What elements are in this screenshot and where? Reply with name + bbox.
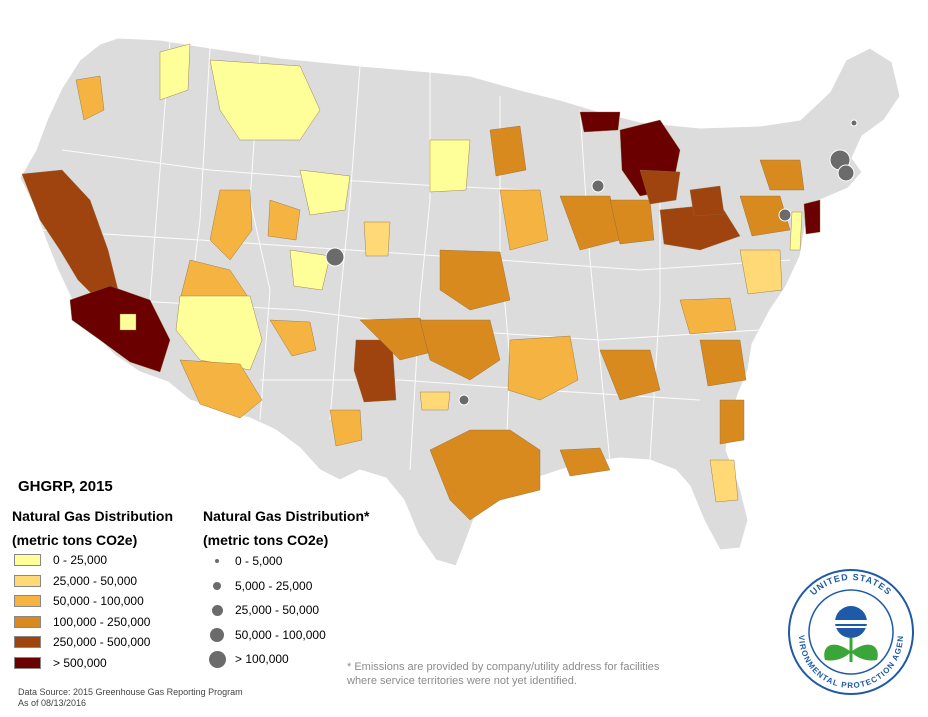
area-legend-item: 0 - 25,000 <box>14 553 107 567</box>
legend-swatch <box>14 615 41 628</box>
point-legend-item: 25,000 - 50,000 <box>205 600 319 620</box>
area-legend-item: > 500,000 <box>14 656 107 670</box>
point-emissions <box>325 119 858 406</box>
point-marker <box>850 119 858 127</box>
source-line1: Data Source: 2015 Greenhouse Gas Reporti… <box>18 687 243 697</box>
point-legend-item: 50,000 - 100,000 <box>205 625 326 645</box>
area-legend-title-line1: Natural Gas Distribution <box>12 508 174 524</box>
point-legend-item: > 100,000 <box>205 649 289 669</box>
point-marker <box>458 394 470 406</box>
epa-logo: UNITED STATES ENVIRONMENTAL PROTECTION A… <box>788 569 914 695</box>
legend-dot <box>215 559 219 563</box>
legend-swatch <box>14 554 41 566</box>
legend-label: 250,000 - 500,000 <box>53 635 151 649</box>
legend-label: 100,000 - 250,000 <box>53 614 151 629</box>
footnote-line1: * Emissions are provided by company/util… <box>347 661 660 673</box>
legend-swatch <box>14 636 41 648</box>
legend-label: 50,000 - 100,000 <box>53 594 144 608</box>
area-legend-item: 25,000 - 50,000 <box>14 574 137 588</box>
legend-swatch <box>14 574 41 587</box>
legend-label: > 100,000 <box>235 652 289 666</box>
legend-label: 0 - 25,000 <box>53 553 108 567</box>
legend-swatch <box>14 656 41 669</box>
legend-label: 5,000 - 25,000 <box>235 578 313 593</box>
footnote: * Emissions are provided by company/util… <box>347 660 659 688</box>
legend-swatch <box>14 595 41 607</box>
legend-label: 0 - 5,000 <box>235 554 283 568</box>
source-line2: As of 08/13/2016 <box>18 698 87 708</box>
legend-dot <box>211 604 223 616</box>
legend-dot <box>208 650 226 668</box>
point-legend-title-line1: Natural Gas Distribution* <box>203 508 370 524</box>
area-legend-title: Natural Gas Distribution (metric tons CO… <box>12 506 173 550</box>
point-legend-title: Natural Gas Distribution* (metric tons C… <box>203 506 369 550</box>
legend-label: 25,000 - 50,000 <box>235 603 320 617</box>
service-territories <box>21 43 821 521</box>
area-legend-item: 100,000 - 250,000 <box>14 615 150 629</box>
area-legend-title-line2: (metric tons CO2e) <box>12 532 138 548</box>
territory-texas <box>429 429 541 521</box>
legend-label: > 500,000 <box>53 655 107 670</box>
point-marker <box>837 164 855 182</box>
legend-label: 25,000 - 50,000 <box>53 573 138 588</box>
point-legend-title-line2: (metric tons CO2e) <box>203 532 329 548</box>
legend-dot <box>213 581 221 590</box>
footnote-line2: where service territories were not yet i… <box>347 675 577 687</box>
point-legend-item: 5,000 - 25,000 <box>205 576 312 596</box>
data-source: Data Source: 2015 Greenhouse Gas Reporti… <box>18 687 243 709</box>
point-marker <box>591 179 605 193</box>
legend-dot <box>210 627 224 642</box>
point-legend-item: 0 - 5,000 <box>205 551 282 571</box>
legend-label: 50,000 - 100,000 <box>235 627 326 642</box>
point-marker <box>325 247 345 267</box>
point-marker <box>778 208 792 222</box>
map-title: GHGRP, 2015 <box>18 478 113 495</box>
area-legend-item: 50,000 - 100,000 <box>14 594 144 608</box>
area-legend-item: 250,000 - 500,000 <box>14 635 150 649</box>
